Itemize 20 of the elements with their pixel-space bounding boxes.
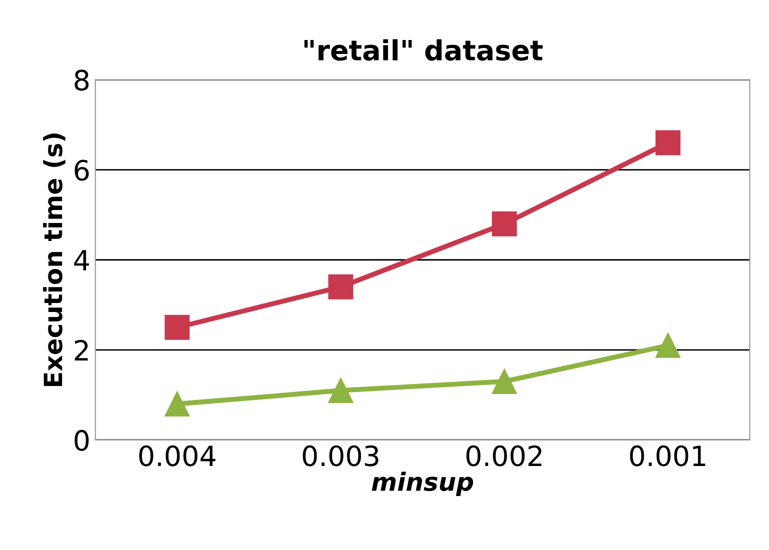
- point: [492, 368, 517, 394]
- y-tick-label: 4: [74, 250, 89, 270]
- point: [164, 314, 190, 340]
- y-tick-label: 2: [74, 340, 88, 360]
- y-tick-label: 6: [74, 160, 89, 181]
- point: [655, 130, 680, 156]
- point: [655, 332, 680, 358]
- point: [492, 211, 517, 236]
- x-tick-label: 0.003: [302, 445, 378, 466]
- point: [328, 378, 354, 403]
- x-tick-label: 0.001: [630, 445, 706, 466]
- point: [328, 274, 354, 300]
- y-axis-title: Execution time (s): [43, 134, 66, 386]
- y-tick-label: 0: [74, 430, 89, 451]
- point: [164, 391, 190, 416]
- chart-title: "retail" dataset: [304, 39, 543, 61]
- y-tick-label: 8: [74, 70, 89, 91]
- x-axis-title: minsup: [372, 472, 474, 496]
- x-tick-label: 0.002: [466, 445, 542, 466]
- x-tick-label: 0.004: [139, 445, 216, 466]
